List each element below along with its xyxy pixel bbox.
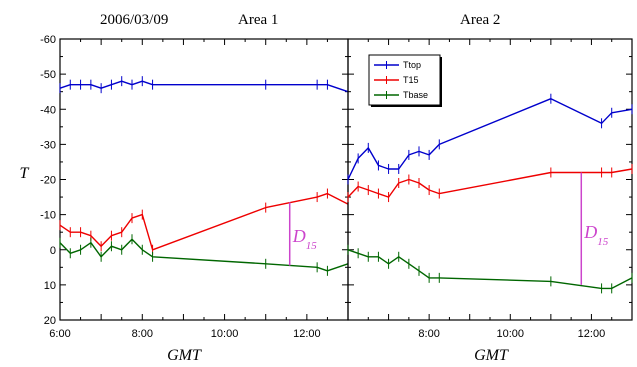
area2-title: Area 2 xyxy=(460,12,500,28)
y-tick-label: -60 xyxy=(40,34,56,46)
p2-series-tbase xyxy=(347,249,633,290)
y-tick-label: -50 xyxy=(40,69,56,81)
p2-d15-subscript: 15 xyxy=(597,236,609,248)
y-tick-label: -20 xyxy=(40,175,56,187)
x-axis-label-area1: GMT xyxy=(167,347,202,364)
y-tick-label: 10 xyxy=(44,280,56,292)
p1-d15-subscript: 15 xyxy=(306,240,318,252)
y-tick-label: -40 xyxy=(40,104,56,116)
x-tick-label: 6:00 xyxy=(49,328,70,340)
p1-series-ttop xyxy=(59,80,349,93)
x-axis-label-area2: GMT xyxy=(474,347,509,364)
p1-frame xyxy=(59,38,349,321)
date-title: 2006/03/09 xyxy=(100,12,168,28)
p1-series-tbase xyxy=(59,238,349,272)
legend-label-t15: T15 xyxy=(403,75,419,85)
x-tick-label: 10:00 xyxy=(211,328,239,340)
p2-series-t15 xyxy=(347,168,633,198)
legend-label-ttop: Ttop xyxy=(403,60,421,70)
plots: -60 -50 -40 -30 -20 -10 0 10 206:00 8:00 10:00 12:0… xyxy=(40,34,633,340)
x-tick-label: 12:00 xyxy=(578,328,606,340)
y-tick-label: 0 xyxy=(50,245,56,257)
p1-series-t15 xyxy=(59,192,349,251)
y-tick-label: 20 xyxy=(44,315,56,327)
p1-d15-label: D xyxy=(292,226,306,246)
area1-title: Area 1 xyxy=(238,12,278,28)
p2-d15-label: D xyxy=(583,222,597,242)
y-axis-label: T xyxy=(20,165,30,182)
x-tick-label: 10:00 xyxy=(497,328,525,340)
legend-label-tbase: Tbase xyxy=(403,90,428,100)
x-tick-label: 12:00 xyxy=(293,328,321,340)
x-tick-label: 8:00 xyxy=(132,328,153,340)
p2-series-ttop xyxy=(347,97,633,180)
y-tick-label: -30 xyxy=(40,139,56,151)
y-tick-label: -10 xyxy=(40,210,56,222)
x-tick-label: 8:00 xyxy=(418,328,439,340)
